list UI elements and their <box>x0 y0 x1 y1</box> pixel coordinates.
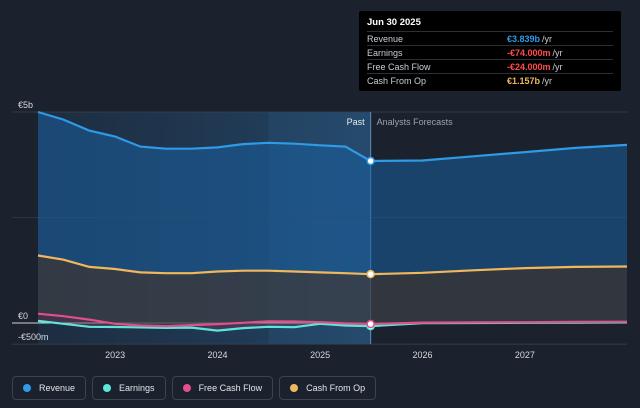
tooltip-row-earnings: Earnings -€74.000m /yr <box>367 45 613 59</box>
x-tick-label: 2027 <box>515 350 535 360</box>
tooltip-unit: /yr <box>552 61 563 72</box>
legend-label: Cash From Op <box>306 383 366 393</box>
tooltip-date: Jun 30 2025 <box>367 17 421 28</box>
revenue-dot-icon <box>23 384 31 392</box>
x-tick-label: 2025 <box>310 350 330 360</box>
tooltip-row-cash-from-op: Cash From Op €1.157b /yr <box>367 73 613 87</box>
x-tick-label: 2023 <box>105 350 125 360</box>
tooltip-label: Cash From Op <box>367 75 427 86</box>
tooltip-unit: /yr <box>542 33 553 44</box>
marker-revenue <box>366 156 375 166</box>
x-tick-label: 2026 <box>413 350 433 360</box>
series-line-cash-from-op <box>37 254 628 276</box>
tooltip-label: Free Cash Flow <box>367 61 431 72</box>
legend-label: Earnings <box>119 383 155 393</box>
free-cash-flow-dot-icon <box>182 384 191 392</box>
legend-label: Free Cash Flow <box>198 383 263 393</box>
legend-item-free-cash-flow[interactable]: Free Cash Flow <box>171 376 274 400</box>
tooltip-value: -€24.000m <box>507 61 551 72</box>
tooltip-label: Earnings <box>367 47 403 58</box>
revenue-area <box>38 112 627 275</box>
tooltip-value: €1.157b <box>507 75 541 86</box>
tooltip-row-free-cash-flow: Free Cash Flow -€24.000m /yr <box>367 59 613 73</box>
legend-item-earnings[interactable]: Earnings <box>92 376 166 400</box>
legend-item-revenue[interactable]: Revenue <box>12 376 87 400</box>
tooltip-unit: /yr <box>552 47 563 58</box>
forecast-label: Analysts Forecasts <box>377 117 454 127</box>
series-line-free-cash-flow <box>37 312 628 328</box>
legend: Revenue Earnings Free Cash Flow Cash Fro… <box>12 376 377 400</box>
earnings-dot-icon <box>103 384 112 392</box>
legend-label: Revenue <box>39 383 76 393</box>
y-tick-label: €0 <box>18 311 28 321</box>
series-line-revenue <box>37 110 628 163</box>
tooltip: Jun 30 2025 Revenue €3.839b /yr Earnings… <box>359 11 621 91</box>
y-tick-label: -€500m <box>18 332 49 342</box>
tooltip-label: Revenue <box>367 33 404 44</box>
cash-from-op-dot-icon <box>290 384 299 392</box>
x-tick-label: 2024 <box>207 350 227 360</box>
cash-from-op-area <box>38 255 627 327</box>
tooltip-value: €3.839b <box>507 33 541 44</box>
past-label: Past <box>347 117 366 127</box>
legend-item-cash-from-op[interactable]: Cash From Op <box>279 376 377 400</box>
tooltip-value: -€74.000m <box>507 47 551 58</box>
y-tick-label: €5b <box>18 100 33 110</box>
tooltip-unit: /yr <box>542 75 553 86</box>
marker-cash-from-op <box>366 269 375 279</box>
marker-free-cash-flow <box>366 319 375 329</box>
tooltip-row-revenue: Revenue €3.839b /yr <box>367 31 613 45</box>
